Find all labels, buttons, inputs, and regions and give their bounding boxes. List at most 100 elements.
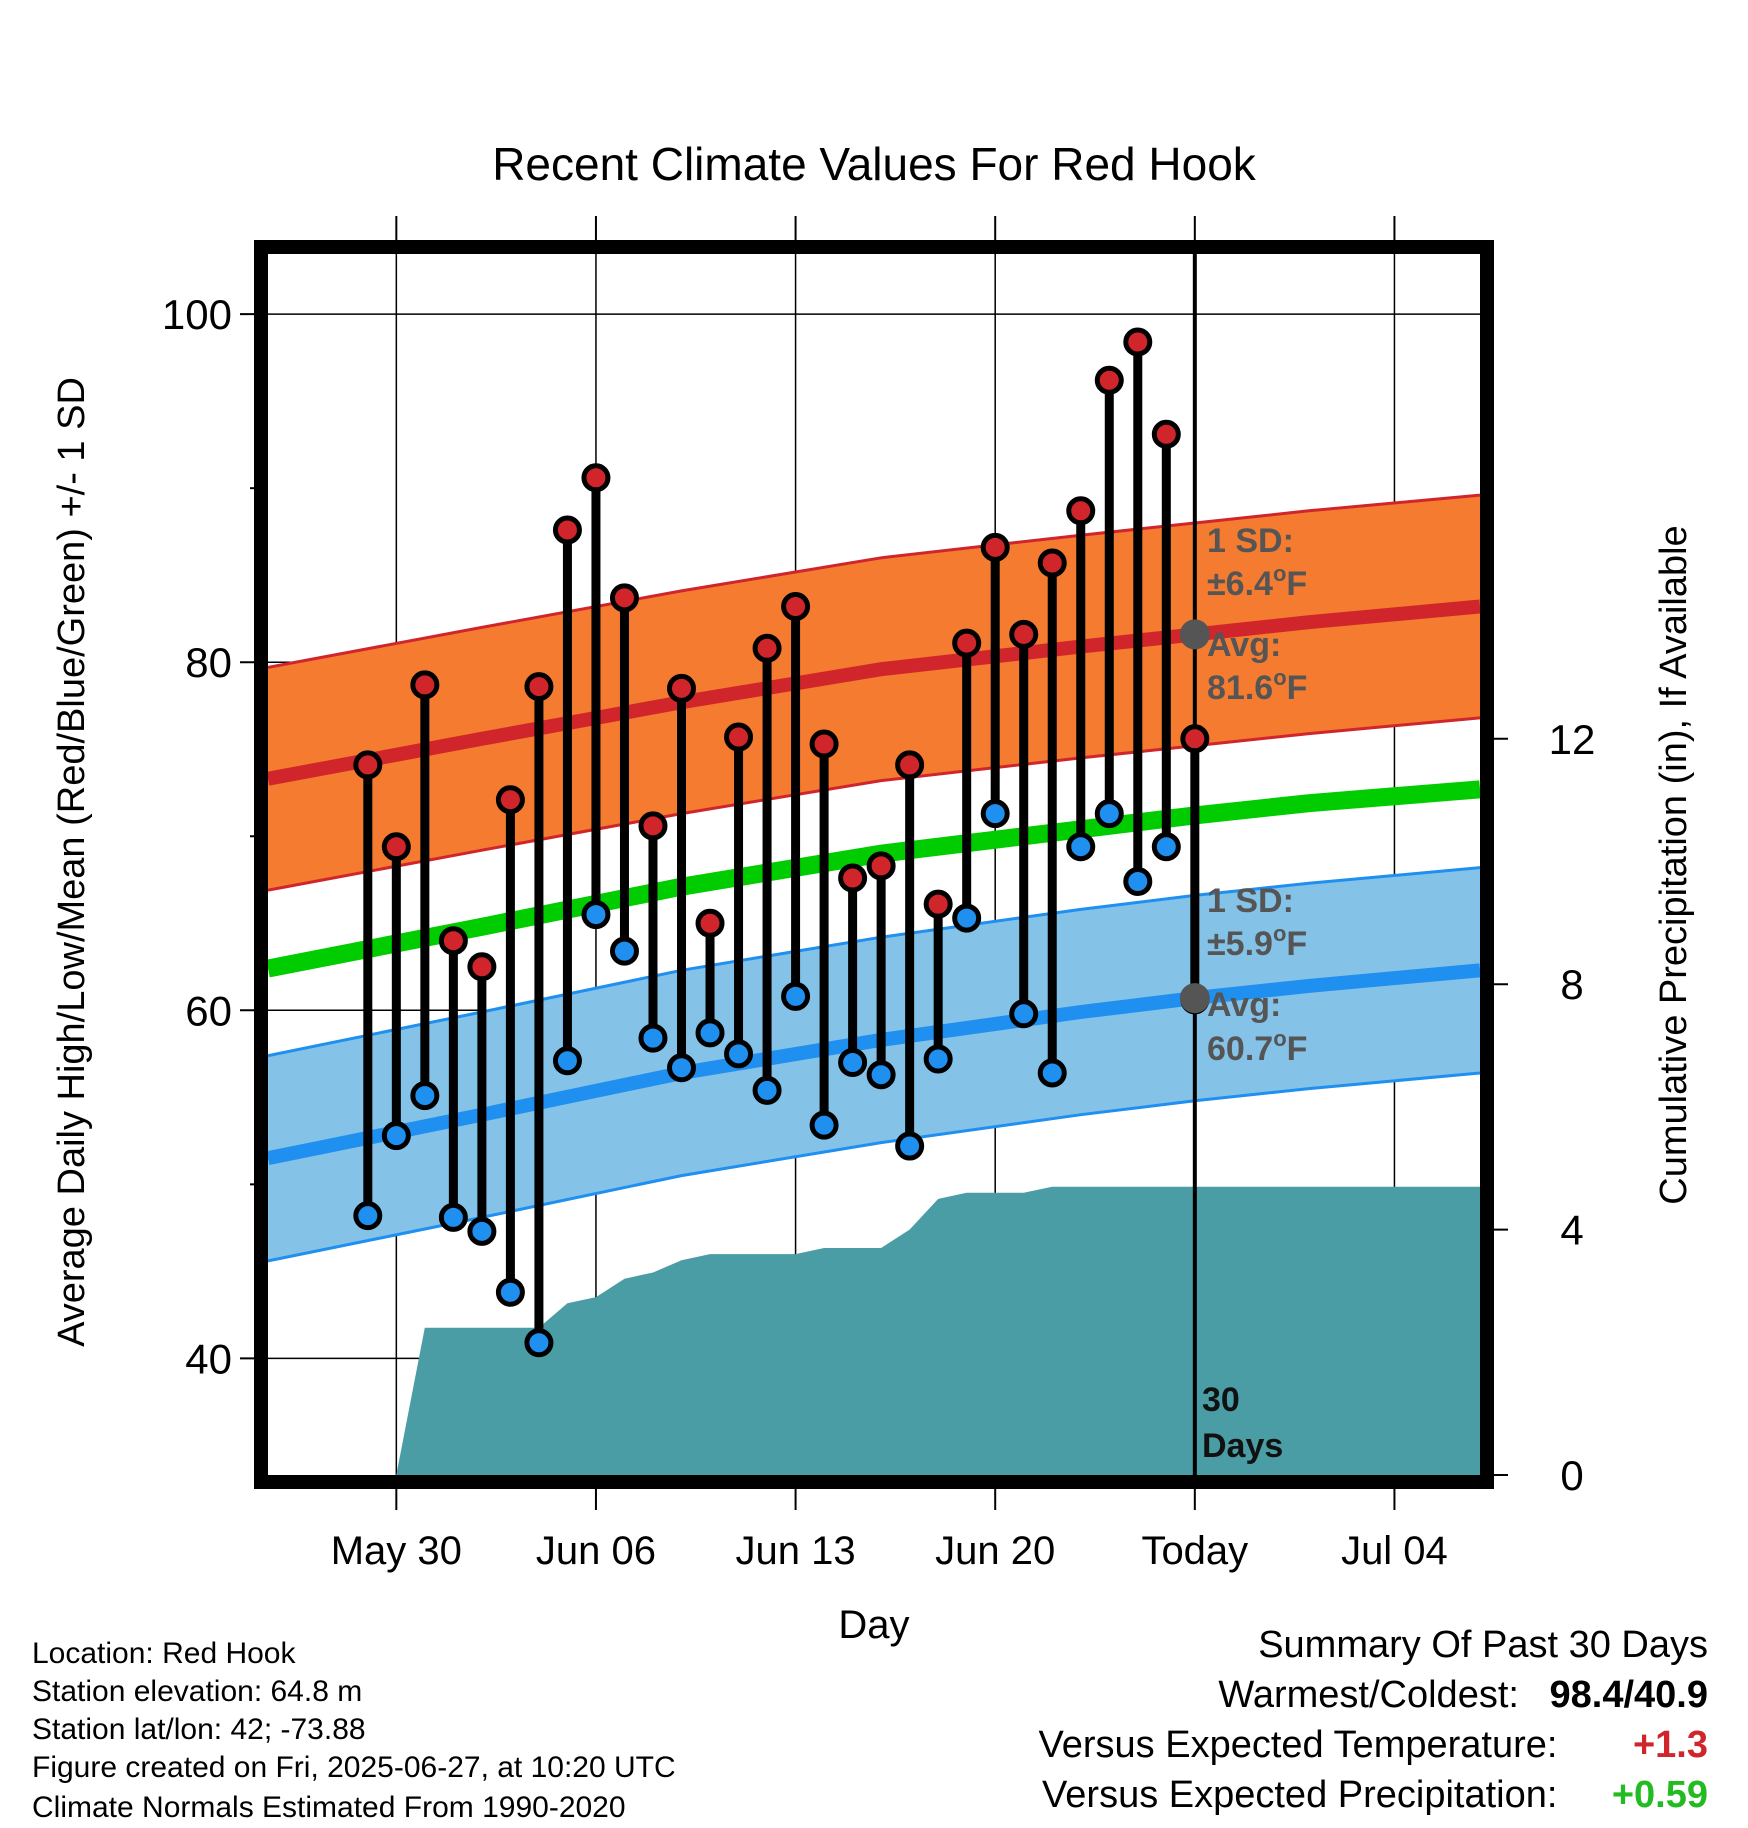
elevation-text: Station elevation: 64.8 m xyxy=(32,1675,363,1708)
low-avg-label: Avg: xyxy=(1207,986,1281,1024)
daily-high-point xyxy=(809,729,839,759)
temp-value: +1.3 xyxy=(1632,1724,1708,1766)
y-tick-label-right: 8 xyxy=(1560,961,1583,1008)
daily-low-point xyxy=(667,1053,697,1083)
x-tick-label: Jun 13 xyxy=(736,1529,856,1573)
daily-low-point xyxy=(781,981,811,1011)
daily-high-point xyxy=(695,908,725,938)
daily-high-point xyxy=(1123,327,1153,357)
x-tick-label: Today xyxy=(1141,1529,1248,1573)
daily-low-point xyxy=(1037,1058,1067,1088)
mean-normal-line xyxy=(268,780,1480,978)
daily-low-point xyxy=(923,1044,953,1074)
x-tick-label: Jul 04 xyxy=(1341,1529,1448,1573)
latlon-text: Station lat/lon: 42; -73.88 xyxy=(32,1713,366,1746)
daily-low-point xyxy=(838,1048,868,1078)
daily-low-point xyxy=(581,900,611,930)
daily-low-point xyxy=(1066,832,1096,862)
daily-high-point xyxy=(781,592,811,622)
temp-label: Versus Expected Temperature: xyxy=(1038,1724,1558,1766)
summary-precip: Versus Expected Precipitation: +0.59 xyxy=(1042,1774,1708,1817)
daily-low-point xyxy=(895,1131,925,1161)
high-sd-label: 1 SD: xyxy=(1207,522,1294,560)
y-axis-label-right: Cumulative Precipitation (in), If Availa… xyxy=(1653,525,1695,1204)
daily-low-point xyxy=(410,1081,440,1111)
low-sd-label: 1 SD: xyxy=(1207,882,1294,920)
y-tick-label-right: 4 xyxy=(1560,1207,1583,1254)
daily-high-point xyxy=(467,952,497,982)
location-text: Location: Red Hook xyxy=(32,1637,296,1670)
x-tick-label: Jun 20 xyxy=(935,1529,1055,1573)
y-tick-label-right: 0 xyxy=(1560,1452,1583,1499)
today-high-avg-marker xyxy=(1179,619,1210,650)
daily-high-point xyxy=(1094,365,1124,395)
daily-low-point xyxy=(552,1046,582,1076)
summary-title: Summary Of Past 30 Days xyxy=(1258,1624,1708,1666)
daily-low-point xyxy=(724,1039,754,1069)
low-avg-value: 60.7oF xyxy=(1207,1026,1307,1068)
low-normal-band-lower-edge xyxy=(268,1071,1480,1263)
daily-low-point xyxy=(438,1202,468,1232)
daily-high-point xyxy=(752,633,782,663)
high-sd-value: ±6.4oF xyxy=(1207,561,1307,603)
daily-high-point xyxy=(552,515,582,545)
y-tick-label-left: 100 xyxy=(162,291,232,338)
daily-high-point xyxy=(495,785,525,815)
summary-warm-cold: Warmest/Coldest: 98.4/40.9 xyxy=(1218,1674,1708,1717)
low-sd-value: ±5.9oF xyxy=(1207,921,1307,963)
x-tick-label: May 30 xyxy=(331,1529,462,1573)
daily-low-point xyxy=(524,1328,554,1358)
daily-high-point xyxy=(724,722,754,752)
y-axis-label-left: Average Daily High/Low/Mean (Red/Blue/Gr… xyxy=(51,377,93,1347)
daily-low-point xyxy=(638,1023,668,1053)
warm-cold-label: Warmest/Coldest: xyxy=(1218,1674,1519,1716)
low-normal-line xyxy=(268,963,1480,1166)
high-normal-band-lower-edge xyxy=(268,716,1480,892)
daily-high-point xyxy=(1151,419,1181,449)
daily-high-point xyxy=(1037,548,1067,578)
daily-high-point xyxy=(923,889,953,919)
daily-low-point xyxy=(381,1121,411,1151)
daily-low-point xyxy=(609,936,639,966)
daily-high-point xyxy=(667,673,697,703)
daily-low-point xyxy=(866,1060,896,1090)
daily-high-point xyxy=(952,628,982,658)
daily-low-point xyxy=(695,1018,725,1048)
daily-low-point xyxy=(467,1216,497,1246)
plot-frame xyxy=(254,240,1494,1489)
daily-low-point xyxy=(495,1277,525,1307)
daily-low-point xyxy=(809,1110,839,1140)
high-avg-value: 81.6oF xyxy=(1207,665,1307,707)
chart-title: Recent Climate Values For Red Hook xyxy=(492,138,1257,190)
daily-high-point xyxy=(1066,496,1096,526)
days-count-label: 30 xyxy=(1202,1381,1240,1419)
y-tick-label-left: 80 xyxy=(185,639,232,686)
daily-high-point xyxy=(353,750,383,780)
today-low-avg-marker xyxy=(1179,983,1210,1014)
precip-label: Versus Expected Precipitation: xyxy=(1042,1774,1558,1816)
precipitation-area xyxy=(396,1186,1480,1475)
daily-low-point xyxy=(353,1201,383,1231)
daily-low-point xyxy=(952,903,982,933)
y-tick-label-left: 60 xyxy=(185,987,232,1034)
daily-low-point xyxy=(980,799,1010,829)
x-tick-label: Jun 06 xyxy=(536,1529,656,1573)
daily-low-point xyxy=(1123,867,1153,897)
daily-high-point xyxy=(1180,724,1210,754)
x-axis-label: Day xyxy=(838,1603,909,1647)
warm-cold-value: 98.4/40.9 xyxy=(1549,1674,1708,1716)
high-normal-line xyxy=(268,599,1480,786)
daily-high-point xyxy=(581,463,611,493)
daily-high-point xyxy=(524,672,554,702)
daily-high-point xyxy=(381,832,411,862)
y-tick-label-right: 12 xyxy=(1549,716,1596,763)
daily-high-point xyxy=(895,750,925,780)
daily-high-point xyxy=(1009,619,1039,649)
summary-temp: Versus Expected Temperature: +1.3 xyxy=(1039,1724,1708,1767)
low-normal-band-upper-edge xyxy=(268,866,1480,1058)
daily-high-point xyxy=(410,670,440,700)
y-tick-label-left: 40 xyxy=(185,1335,232,1382)
daily-low-point xyxy=(1151,832,1181,862)
daily-low-point xyxy=(752,1075,782,1105)
